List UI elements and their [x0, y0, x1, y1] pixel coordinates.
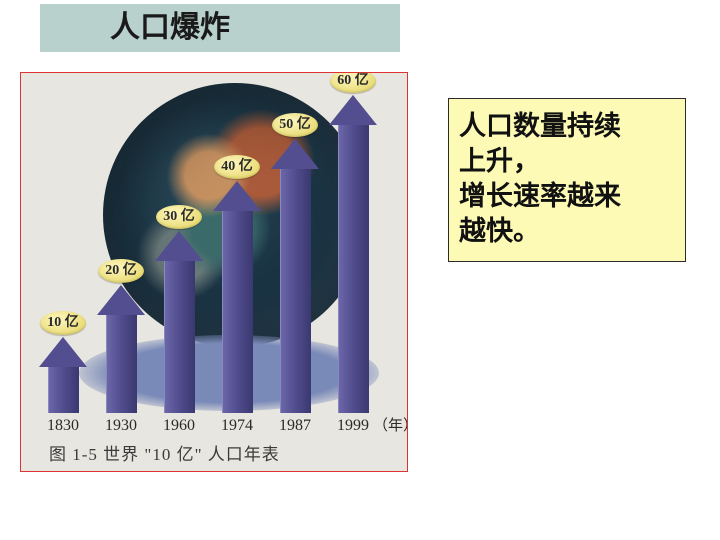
x-tick-1930: 1930 — [105, 417, 137, 435]
bar-1930: 20 亿 — [106, 285, 136, 413]
arrow-up-icon — [97, 285, 145, 315]
note-line-4: 越快。 — [459, 214, 675, 249]
note-box: 人口数量持续 上升， 增长速率越来 越快。 — [448, 98, 686, 262]
arrow-up-icon — [155, 231, 203, 261]
arrow-up-icon — [213, 181, 261, 211]
bar-1987: 50 亿 — [280, 139, 310, 413]
bar-label: 60 亿 — [330, 72, 376, 93]
arrow-up-icon — [329, 95, 377, 125]
note-line-1: 人口数量持续 — [459, 109, 675, 144]
arrow-up-icon — [271, 139, 319, 169]
bar-label: 50 亿 — [272, 113, 318, 137]
bar-shaft — [164, 261, 195, 413]
bar-label: 10 亿 — [40, 311, 86, 335]
x-axis-unit: （年） — [373, 414, 408, 435]
bar-1830: 10 亿 — [48, 337, 78, 413]
bar-1999: 60 亿 — [338, 95, 368, 413]
bar-label: 40 亿 — [214, 155, 260, 179]
bar-label: 30 亿 — [156, 205, 202, 229]
note-line-2: 上升， — [459, 144, 675, 179]
title-bar: 人口爆炸 — [40, 4, 400, 52]
bar-1974: 40 亿 — [222, 181, 252, 413]
chart-caption: 图 1-5 世界 "10 亿" 人口年表 — [49, 440, 280, 465]
bar-shaft — [48, 367, 79, 413]
x-tick-1974: 1974 — [221, 417, 253, 435]
bar-shaft — [106, 315, 137, 413]
bar-shaft — [338, 125, 369, 413]
x-tick-1987: 1987 — [279, 417, 311, 435]
bar-shaft — [222, 211, 253, 413]
x-tick-1999: 1999 — [337, 417, 369, 435]
bars-area: 10 亿 1830 20 亿 1930 30 亿 1960 40 亿 1974 50 亿 1987… — [21, 73, 407, 471]
bar-label: 20 亿 — [98, 259, 144, 283]
page-title: 人口爆炸 — [110, 11, 230, 44]
arrow-up-icon — [39, 337, 87, 367]
note-line-3: 增长速率越来 — [459, 179, 675, 214]
population-chart-frame: 10 亿 1830 20 亿 1930 30 亿 1960 40 亿 1974 50 亿 1987… — [20, 72, 408, 472]
x-tick-1830: 1830 — [47, 417, 79, 435]
bar-1960: 30 亿 — [164, 231, 194, 413]
bar-shaft — [280, 169, 311, 413]
x-tick-1960: 1960 — [163, 417, 195, 435]
